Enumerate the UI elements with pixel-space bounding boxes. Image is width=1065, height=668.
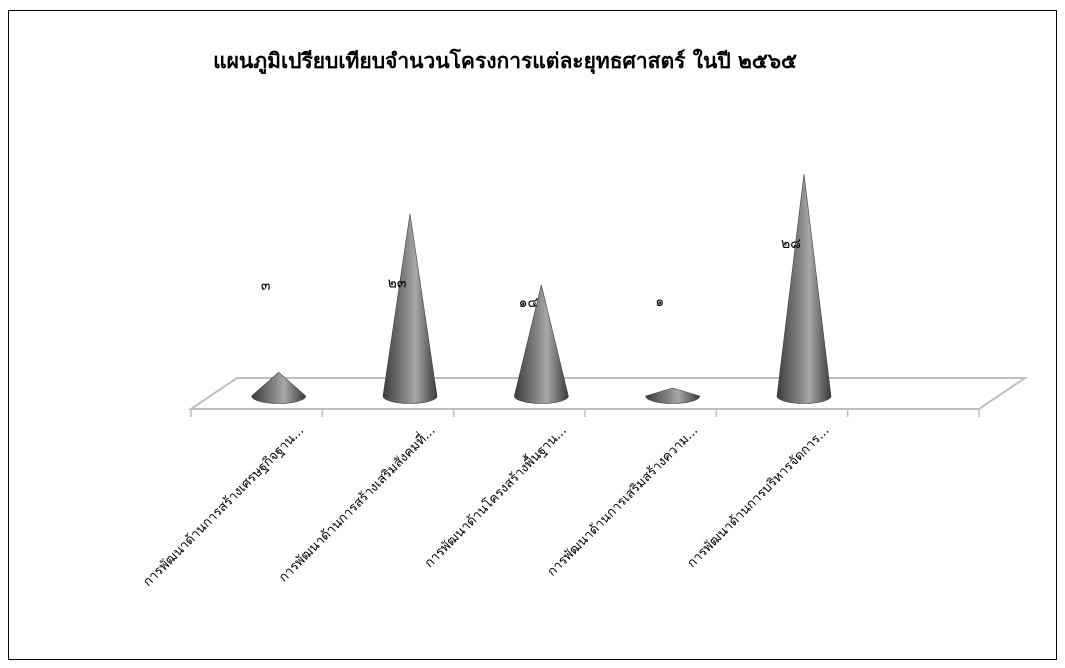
- cone-bar: [514, 284, 569, 404]
- category-labels: การพัฒนาด้านการสร้างเศรษฐกิจฐาน...การพัฒ…: [141, 421, 833, 590]
- chart-title: แผนภูมิเปรียบเทียบจำนวนโครงการแต่ละยุทธศ…: [213, 48, 797, 75]
- x-tick-label: การพัฒนาด้านโครงสร้างพื้นฐาน...: [420, 421, 570, 571]
- chart-frame: แผนภูมิเปรียบเทียบจำนวนโครงการแต่ละยุทธศ…: [8, 10, 1057, 660]
- cone-bar: [382, 213, 438, 404]
- data-label: ๒๘: [781, 236, 801, 252]
- data-label: ๑: [655, 294, 664, 310]
- chart-floor: [187, 377, 1029, 417]
- data-label: ๒๓: [388, 276, 407, 292]
- data-label: ๑๔: [519, 295, 538, 311]
- chart-cones: [251, 173, 832, 404]
- cone-bar: [645, 387, 700, 404]
- x-tick-label: การพัฒนาด้านการบริหารจัดการ...: [685, 423, 833, 571]
- cone-bar: [776, 173, 832, 404]
- chart-canvas: แผนภูมิเปรียบเทียบจำนวนโครงการแต่ละยุทธศ…: [141, 48, 1029, 590]
- data-label: ๓: [261, 278, 271, 294]
- cone-bar: [251, 371, 306, 404]
- x-tick-label: การพัฒนาด้านการสร้างเสริมสังคมที่...: [275, 422, 439, 586]
- x-tick-label: การพัฒนาด้านการเสริมสร้างความ...: [545, 423, 701, 579]
- x-tick-label: การพัฒนาด้านการสร้างเศรษฐกิจฐาน...: [141, 423, 308, 590]
- floor-plane: [187, 377, 1029, 410]
